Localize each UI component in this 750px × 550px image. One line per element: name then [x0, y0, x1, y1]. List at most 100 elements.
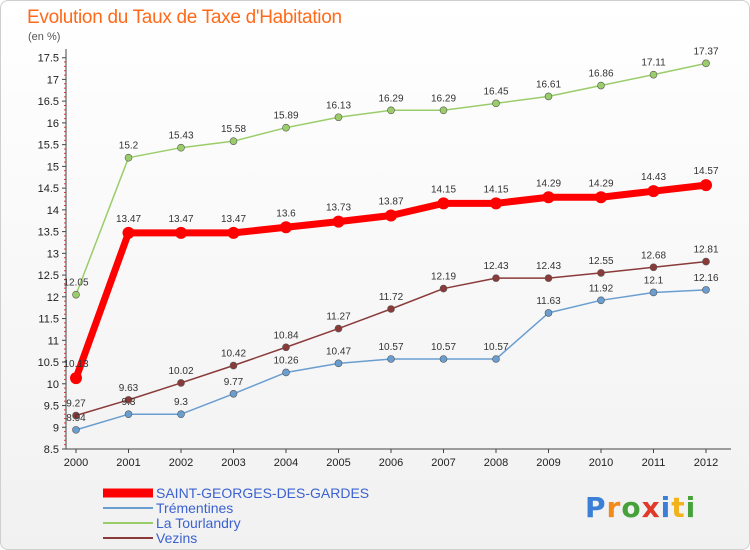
series-3	[72, 257, 710, 420]
x-tick-label: 2005	[326, 457, 350, 469]
data-label: 12.43	[483, 261, 508, 272]
data-point	[282, 343, 290, 352]
data-label: 14.15	[431, 184, 456, 195]
logo-letter: r	[606, 491, 622, 524]
data-label: 9.3	[122, 397, 136, 408]
data-point	[124, 410, 133, 419]
data-point	[387, 305, 395, 313]
data-label: 13.87	[378, 197, 403, 208]
data-label: 13.47	[116, 214, 141, 225]
x-tick-label: 2011	[642, 457, 666, 469]
y-tick-label: 15	[47, 161, 59, 173]
data-point	[334, 324, 343, 333]
data-point	[437, 197, 450, 210]
data-label: 12.43	[536, 261, 561, 272]
data-label: 10.57	[378, 342, 403, 353]
data-label: 12.16	[693, 273, 718, 284]
x-tick-label: 2008	[484, 457, 508, 469]
data-label: 15.58	[221, 124, 246, 135]
data-point	[385, 209, 397, 222]
data-point	[702, 286, 710, 294]
data-label: 10.57	[483, 342, 508, 353]
data-point	[544, 309, 553, 317]
data-point	[387, 106, 395, 115]
data-label: 15.43	[168, 131, 193, 142]
data-label: 14.57	[693, 166, 718, 177]
data-point	[70, 372, 82, 385]
data-point	[542, 191, 555, 204]
data-label: 11.72	[379, 292, 404, 303]
data-point	[124, 153, 133, 162]
data-label: 15.2	[119, 141, 139, 152]
data-point	[649, 70, 658, 79]
logo-letter: i	[685, 491, 697, 524]
data-point	[177, 410, 185, 419]
data-point	[334, 359, 343, 368]
data-point	[595, 191, 607, 204]
y-tick-label: 10.5	[38, 357, 59, 369]
data-label: 13.6	[276, 208, 296, 219]
data-point	[122, 226, 135, 239]
data-point	[332, 215, 345, 228]
data-point	[649, 263, 658, 272]
data-point	[649, 288, 658, 297]
data-point	[387, 355, 395, 363]
data-label: 12.05	[63, 278, 88, 289]
data-label: 9.77	[224, 377, 244, 388]
y-tick-label: 11.5	[38, 314, 59, 326]
data-point	[229, 137, 238, 145]
data-label: 10.13	[63, 359, 88, 370]
data-label: 12.1	[644, 275, 664, 286]
data-point	[227, 226, 240, 239]
data-point	[597, 81, 605, 90]
y-tick-label: 12.5	[38, 270, 59, 282]
data-label: 14.29	[536, 178, 561, 189]
data-point	[72, 290, 80, 299]
series-1	[72, 286, 710, 434]
x-tick-label: 2003	[221, 457, 245, 469]
data-label: 16.45	[483, 86, 508, 97]
legend-label: Trémentines	[156, 500, 233, 516]
data-point	[492, 355, 500, 363]
data-point	[544, 92, 553, 101]
data-label: 9.27	[66, 399, 86, 410]
data-point	[177, 143, 185, 152]
data-point	[597, 296, 605, 305]
y-tick-label: 13.5	[38, 227, 59, 239]
data-point	[177, 379, 185, 387]
x-tick-label: 2006	[379, 457, 403, 469]
data-label: 15.89	[273, 111, 298, 122]
data-point	[175, 226, 187, 239]
data-point	[280, 221, 292, 234]
data-label: 13.47	[221, 214, 246, 225]
y-tick-label: 16.5	[38, 96, 59, 108]
y-tick-label: 8.5	[44, 444, 59, 456]
data-point	[492, 274, 500, 282]
data-point	[647, 185, 660, 198]
data-point	[439, 106, 448, 115]
data-point	[702, 59, 710, 68]
logo-letter: x	[641, 491, 661, 524]
chart-title: Evolution du Taux de Taxe d'Habitation	[27, 7, 342, 28]
logo-letter: o	[621, 491, 642, 524]
data-point	[282, 368, 290, 377]
data-label: 13.47	[168, 214, 193, 225]
logo-letter: t	[671, 491, 686, 524]
data-label: 13.73	[326, 203, 351, 214]
x-tick-label: 2010	[589, 457, 613, 469]
data-point	[72, 411, 80, 420]
x-tick-label: 2009	[536, 457, 560, 469]
chart-subtitle: (en %)	[28, 31, 61, 43]
data-label: 10.42	[221, 349, 246, 360]
data-point	[439, 284, 448, 293]
data-label: 12.19	[431, 272, 456, 283]
legend-label: La Tourlandry	[156, 515, 241, 531]
data-label: 10.57	[431, 342, 456, 353]
data-point	[700, 179, 712, 192]
data-label: 17.37	[693, 46, 718, 57]
y-tick-label: 17.5	[38, 53, 59, 65]
data-point	[439, 355, 448, 363]
data-point	[229, 389, 238, 398]
